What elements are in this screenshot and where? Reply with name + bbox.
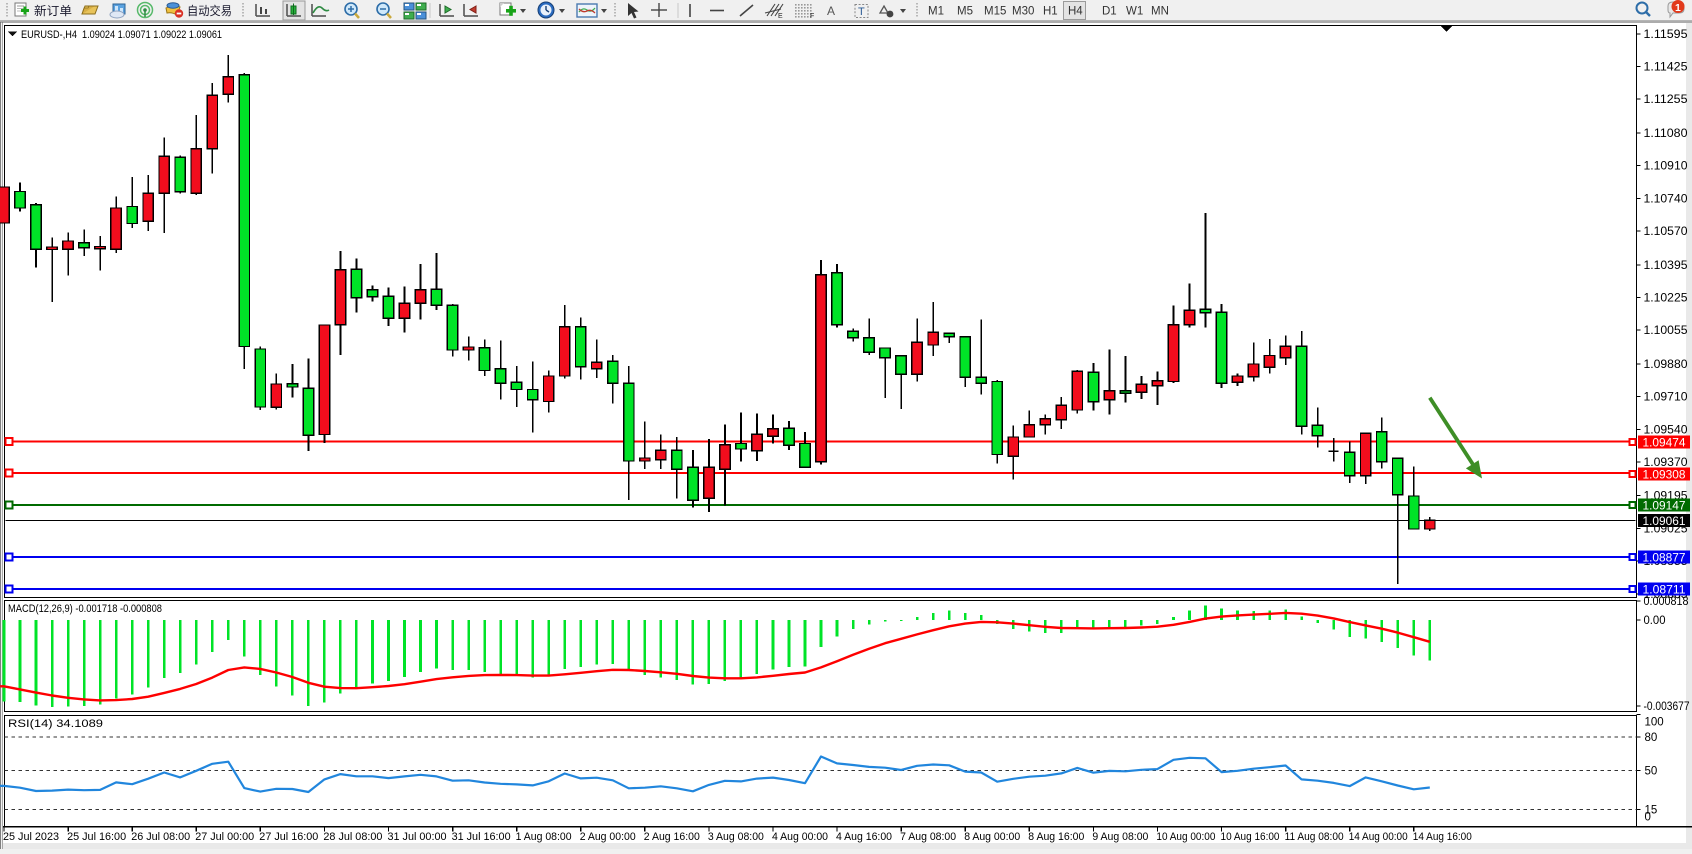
svg-text:H1: H1 [1043,6,1058,18]
svg-text:28 Jul 08:00: 28 Jul 08:00 [323,831,382,843]
svg-text:1.09710: 1.09710 [1644,392,1688,404]
svg-text:1.09540: 1.09540 [1644,424,1688,436]
svg-text:7 Aug 08:00: 7 Aug 08:00 [900,831,956,843]
svg-text:EURUSD-,H4 1.09024 1.09071 1.: EURUSD-,H4 1.09024 1.09071 1.09022 1.090… [21,29,222,41]
svg-text:新订单: 新订单 [34,3,72,18]
svg-text:1.11425: 1.11425 [1644,62,1688,74]
svg-text:W1: W1 [1126,6,1143,18]
svg-text:100: 100 [1645,717,1664,729]
svg-text:MACD(12,26,9) -0.001718 -0.000: MACD(12,26,9) -0.001718 -0.000808 [8,603,162,615]
svg-text:A: A [827,4,835,18]
svg-text:1.10055: 1.10055 [1644,325,1688,337]
svg-text:1.10225: 1.10225 [1644,293,1688,305]
svg-text:1.10395: 1.10395 [1644,260,1688,272]
svg-text:25 Jul 16:00: 25 Jul 16:00 [67,831,126,843]
svg-text:M15: M15 [984,6,1006,18]
svg-text:F: F [810,13,814,20]
svg-text:1.10740: 1.10740 [1644,193,1688,205]
svg-text:1.09061: 1.09061 [1643,516,1686,528]
svg-text:D1: D1 [1102,6,1117,18]
svg-text:1 Aug 08:00: 1 Aug 08:00 [516,831,572,843]
svg-text:26 Jul 08:00: 26 Jul 08:00 [131,831,190,843]
svg-text:0.000818: 0.000818 [1644,596,1689,608]
svg-text:1.10570: 1.10570 [1644,226,1688,238]
svg-text:14 Aug 16:00: 14 Aug 16:00 [1413,831,1472,843]
svg-text:14 Aug 00:00: 14 Aug 00:00 [1349,831,1408,843]
svg-text:0: 0 [1645,812,1651,824]
svg-text:H4: H4 [1068,6,1083,18]
svg-text:1.09147: 1.09147 [1643,500,1686,512]
svg-text:27 Jul 00:00: 27 Jul 00:00 [195,831,254,843]
svg-text:1.09880: 1.09880 [1644,359,1688,371]
svg-text:50: 50 [1645,766,1658,778]
svg-text:3 Aug 08:00: 3 Aug 08:00 [708,831,764,843]
svg-text:1.08711: 1.08711 [1643,585,1686,597]
svg-text:25 Jul 2023: 25 Jul 2023 [3,831,59,843]
svg-text:RSI(14) 34.1089: RSI(14) 34.1089 [8,718,103,730]
svg-text:1.11595: 1.11595 [1644,29,1688,41]
svg-text:T: T [858,6,865,18]
svg-text:1.09370: 1.09370 [1644,457,1688,469]
svg-text:4 Aug 16:00: 4 Aug 16:00 [836,831,892,843]
svg-text:15: 15 [1645,805,1658,817]
svg-text:10 Aug 16:00: 10 Aug 16:00 [1221,831,1280,843]
svg-text:1.09308: 1.09308 [1643,469,1686,481]
svg-text:9 Aug 08:00: 9 Aug 08:00 [1092,831,1148,843]
svg-text:8 Aug 00:00: 8 Aug 00:00 [964,831,1020,843]
svg-text:4 Aug 00:00: 4 Aug 00:00 [772,831,828,843]
svg-text:80: 80 [1645,732,1658,744]
svg-text:8 Aug 16:00: 8 Aug 16:00 [1028,831,1084,843]
svg-text:11 Aug 08:00: 11 Aug 08:00 [1285,831,1344,843]
svg-text:1: 1 [1675,2,1681,14]
svg-text:1.08877: 1.08877 [1643,553,1686,565]
svg-text:0.00: 0.00 [1644,615,1666,627]
svg-text:E: E [778,13,783,20]
svg-text:1.09474: 1.09474 [1643,438,1687,450]
svg-text:2 Aug 16:00: 2 Aug 16:00 [644,831,700,843]
svg-text:2 Aug 00:00: 2 Aug 00:00 [580,831,636,843]
svg-text:10 Aug 00:00: 10 Aug 00:00 [1156,831,1215,843]
svg-text:1.10910: 1.10910 [1644,161,1688,173]
svg-text:1.11255: 1.11255 [1644,94,1688,106]
svg-text:1.11080: 1.11080 [1644,128,1688,140]
svg-text:-0.003677: -0.003677 [1644,701,1690,713]
svg-text:MN: MN [1151,6,1169,18]
svg-text:27 Jul 16:00: 27 Jul 16:00 [259,831,318,843]
svg-text:31 Jul 16:00: 31 Jul 16:00 [452,831,511,843]
svg-text:M5: M5 [957,6,973,18]
svg-text:自动交易: 自动交易 [187,3,232,18]
svg-text:M30: M30 [1012,6,1034,18]
svg-text:31 Jul 00:00: 31 Jul 00:00 [388,831,447,843]
svg-text:M1: M1 [928,6,944,18]
